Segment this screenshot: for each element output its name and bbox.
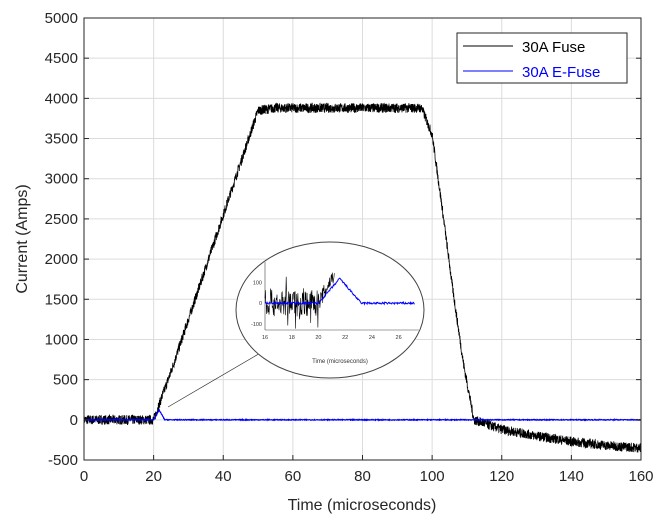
inset-x-tick-label: 20 xyxy=(315,335,321,341)
inset-x-tick-label: 18 xyxy=(289,335,295,341)
y-tick-label: 3500 xyxy=(45,131,78,148)
inset-y-tick-label: 100 xyxy=(253,281,262,287)
axis-ticks: 0 20 40 60 80 100 120 140 160-500050010001500200… xyxy=(45,10,654,485)
inset-series-line-fuse xyxy=(264,272,335,329)
y-tick-label: 2000 xyxy=(45,251,78,268)
inset-y-tick-label: 0 xyxy=(259,301,262,307)
y-tick-label: 3000 xyxy=(45,171,78,188)
inset-x-axis-label: Time (microseconds) xyxy=(312,359,368,365)
x-tick-label: 60 xyxy=(285,468,302,485)
inset-x-tick-label: 26 xyxy=(396,335,402,341)
legend-label-fuse: 30A Fuse xyxy=(522,39,585,56)
inset-x-tick-label: 16 xyxy=(262,335,268,341)
y-tick-label: 5000 xyxy=(45,10,78,27)
inset-leader-line xyxy=(167,351,263,408)
series-line-efuse xyxy=(83,408,642,422)
y-tick-label: 4000 xyxy=(45,90,78,107)
y-tick-label: 4500 xyxy=(45,50,78,67)
x-tick-label: 140 xyxy=(559,468,584,485)
series-line-fuse xyxy=(83,102,642,453)
y-tick-label: 0 xyxy=(70,412,78,429)
inset-series-line-efuse xyxy=(264,277,415,306)
inset-zoom: 16 18 20 22 24 26 -100 0 100 Time (microseconds) xyxy=(235,241,425,379)
x-axis-label: Time (microseconds) xyxy=(288,497,437,514)
legend-box xyxy=(456,32,628,84)
inset-x-tick-label: 24 xyxy=(369,335,375,341)
x-tick-label: 100 xyxy=(420,468,445,485)
x-tick-label: 160 xyxy=(628,468,653,485)
y-axis-label: Current (Amps) xyxy=(14,184,31,293)
x-tick-label: 0 xyxy=(80,468,88,485)
x-tick-label: 120 xyxy=(489,468,514,485)
x-tick-label: 40 xyxy=(215,468,232,485)
x-tick-label: 80 xyxy=(354,468,371,485)
grid xyxy=(83,17,642,461)
y-tick-label: 1000 xyxy=(45,331,78,348)
legend: 30A Fuse 30A E-Fuse xyxy=(456,32,628,84)
y-tick-label: 1500 xyxy=(45,291,78,308)
x-tick-label: 20 xyxy=(145,468,162,485)
inset-ellipse xyxy=(235,241,425,379)
series-layer xyxy=(83,102,642,453)
y-tick-label: 500 xyxy=(53,372,78,389)
inset-x-tick-label: 22 xyxy=(342,335,348,341)
legend-label-efuse: 30A E-Fuse xyxy=(522,64,600,81)
y-tick-label: -500 xyxy=(48,452,78,469)
inset-y-tick-label: -100 xyxy=(251,322,262,328)
y-tick-label: 2500 xyxy=(45,211,78,228)
